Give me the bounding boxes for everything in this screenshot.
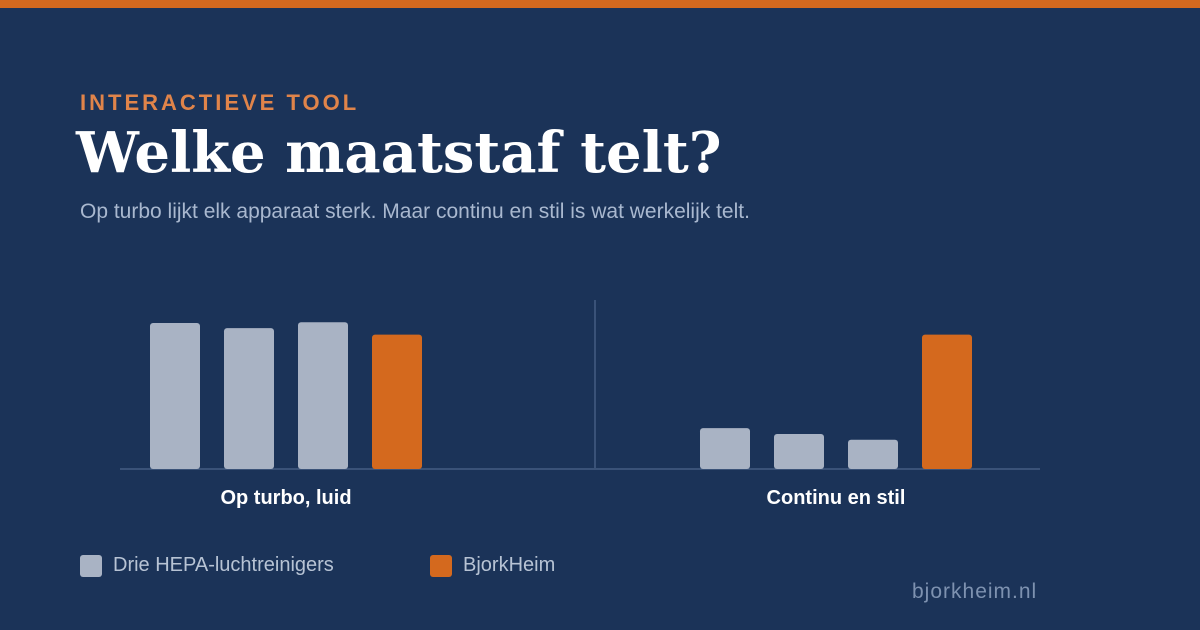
bar-competitor-2-group-1 (774, 433, 824, 469)
page-subtitle: Op turbo lijkt elk apparaat sterk. Maar … (80, 200, 750, 223)
bar-competitor-1-group-1 (700, 428, 750, 469)
legend-item-bjorkheim: BjorkHeim (430, 554, 555, 577)
bar-bjorkheim-group-0 (372, 334, 422, 469)
legend-swatch-bjorkheim (430, 554, 452, 577)
legend-item-competitors: Drie HEPA-luchtreinigers (80, 554, 334, 577)
bar-competitor-2-group-0 (224, 328, 274, 469)
bar-chart: Op turbo, luid Continu en stil (120, 300, 1040, 509)
bar-competitor-3-group-1 (848, 439, 898, 469)
group-label-1: Continu en stil (767, 487, 906, 509)
legend-swatch-competitors (80, 554, 102, 577)
bar-competitor-1-group-0 (150, 323, 200, 469)
top-accent-bar (0, 0, 1200, 8)
legend-label-bjorkheim: BjorkHeim (463, 554, 556, 576)
site-url: bjorkheim.nl (912, 580, 1038, 603)
eyebrow-label: INTERACTIEVE TOOL (80, 90, 360, 115)
legend-label-competitors: Drie HEPA-luchtreinigers (113, 554, 334, 576)
group-label-0: Op turbo, luid (220, 487, 351, 509)
bar-competitor-3-group-0 (298, 322, 348, 469)
bar-bjorkheim-group-1 (922, 334, 972, 469)
page-title: Welke maatstaf telt? (76, 120, 722, 186)
